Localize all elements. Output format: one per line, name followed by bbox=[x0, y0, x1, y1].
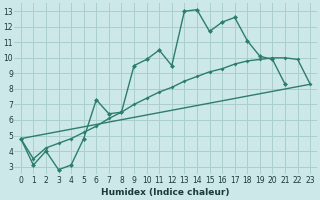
X-axis label: Humidex (Indice chaleur): Humidex (Indice chaleur) bbox=[101, 188, 230, 197]
